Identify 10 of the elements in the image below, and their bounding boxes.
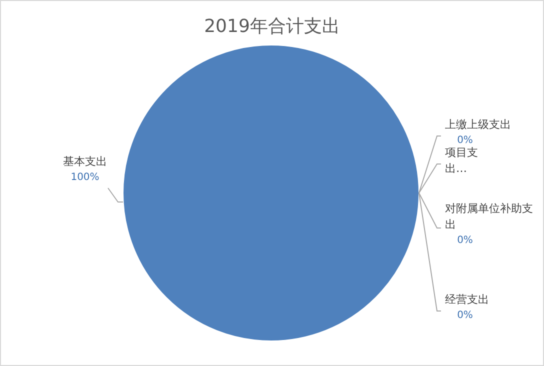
text: 0% xyxy=(457,235,473,246)
category-label: 上缴上级支出 xyxy=(445,118,511,131)
category-label: 项目支出… xyxy=(445,146,478,175)
chart-title: 2019年合计支出 xyxy=(204,16,340,37)
text: 0% xyxy=(457,310,473,321)
text: 0% xyxy=(457,135,473,146)
data-label: 100% xyxy=(70,172,100,183)
category-label: 经营支出 xyxy=(445,293,489,306)
slice-label: 基本支出 xyxy=(63,155,107,168)
category-label: 对附属单位补助支出 xyxy=(445,202,533,231)
